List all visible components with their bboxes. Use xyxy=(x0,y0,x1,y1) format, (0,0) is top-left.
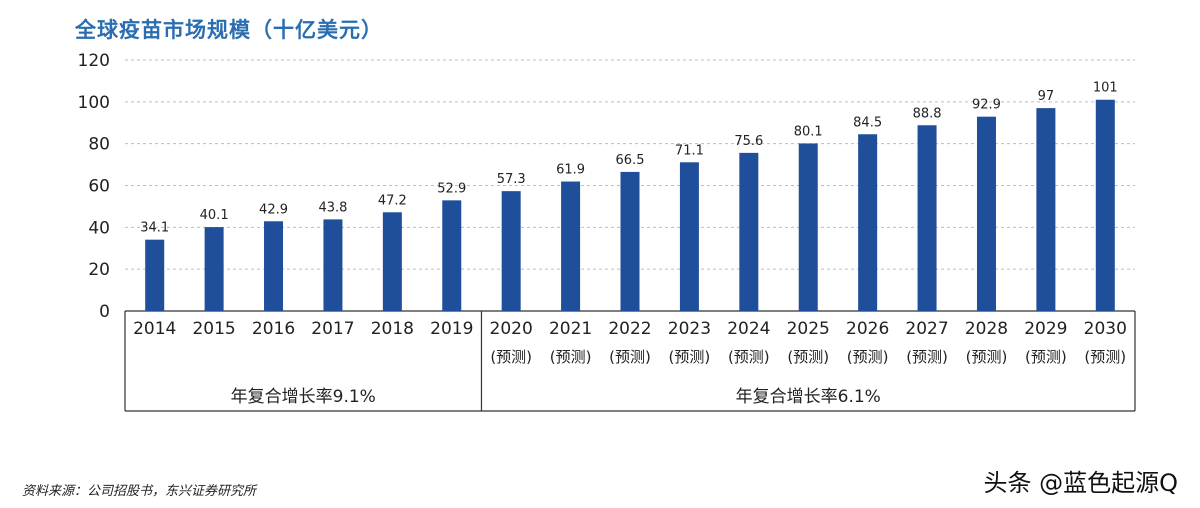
data-label: 61.9 xyxy=(556,163,585,178)
data-label: 84.5 xyxy=(853,115,882,130)
bar xyxy=(501,191,521,311)
bar xyxy=(1095,99,1115,311)
source-note: 资料来源：公司招股书，东兴证券研究所 xyxy=(22,484,257,499)
forecast-tag: (预测) xyxy=(1025,348,1067,366)
forecast-tag: (预测) xyxy=(1084,348,1126,366)
y-tick-label: 60 xyxy=(88,177,110,197)
forecast-tag: (预测) xyxy=(847,348,889,366)
bar xyxy=(561,181,581,311)
x-tick-label: 2023 xyxy=(668,319,711,339)
x-tick-label: 2020 xyxy=(490,319,533,339)
y-tick-label: 80 xyxy=(88,135,110,155)
forecast-tag: (预测) xyxy=(669,348,711,366)
x-tick-label: 2025 xyxy=(787,319,830,339)
forecast-tag: (预测) xyxy=(966,348,1008,366)
x-tick-label: 2028 xyxy=(965,319,1008,339)
forecast-tag: (预测) xyxy=(787,348,829,366)
bar xyxy=(382,212,402,311)
bar xyxy=(798,143,818,311)
data-label: 88.8 xyxy=(913,106,942,121)
forecast-tag: (预测) xyxy=(728,348,770,366)
bar xyxy=(145,239,165,311)
data-label: 57.3 xyxy=(497,172,526,187)
bar xyxy=(976,116,996,311)
bar xyxy=(442,200,462,311)
x-tick-label: 2019 xyxy=(430,319,473,339)
data-label: 92.9 xyxy=(972,98,1001,113)
bar xyxy=(679,162,699,311)
data-label: 97 xyxy=(1038,89,1055,104)
x-tick-label: 2016 xyxy=(252,319,295,339)
data-label: 71.1 xyxy=(675,143,704,158)
bar xyxy=(739,152,759,311)
x-tick-label: 2021 xyxy=(549,319,592,339)
bar xyxy=(1036,108,1056,311)
x-tick-label: 2029 xyxy=(1024,319,1067,339)
data-label: 75.6 xyxy=(734,134,763,149)
group-cagr-label: 年复合增长率6.1% xyxy=(736,387,881,407)
bar-chart: 0 20 40 60 80 100 120 34.1 2014 40.1 2015 42.9 2016 4… xyxy=(78,51,1136,412)
data-label: 40.1 xyxy=(200,208,229,223)
data-label: 34.1 xyxy=(140,221,169,236)
bar xyxy=(264,221,284,311)
x-tick-label: 2018 xyxy=(371,319,414,339)
x-tick-label: 2026 xyxy=(846,319,889,339)
bar xyxy=(204,227,224,311)
data-label: 80.1 xyxy=(794,124,823,139)
x-tick-label: 2014 xyxy=(133,319,176,339)
forecast-tag: (预测) xyxy=(550,348,592,366)
y-tick-label: 120 xyxy=(78,51,110,71)
y-tick-label: 20 xyxy=(88,260,110,280)
data-label: 101 xyxy=(1093,81,1118,96)
y-tick-label: 0 xyxy=(99,302,110,322)
group-cagr-label: 年复合增长率9.1% xyxy=(231,387,376,407)
bar xyxy=(858,134,878,311)
data-label: 42.9 xyxy=(259,202,288,217)
data-label: 66.5 xyxy=(616,153,645,168)
x-tick-label: 2017 xyxy=(311,319,354,339)
x-tick-label: 2015 xyxy=(192,319,235,339)
x-tick-label: 2027 xyxy=(905,319,948,339)
bar xyxy=(917,125,937,311)
x-tick-label: 2022 xyxy=(608,319,651,339)
y-tick-label: 100 xyxy=(78,93,110,113)
forecast-tag: (预测) xyxy=(609,348,651,366)
forecast-tag: (预测) xyxy=(490,348,532,366)
data-label: 47.2 xyxy=(378,193,407,208)
x-tick-label: 2024 xyxy=(727,319,770,339)
data-label: 52.9 xyxy=(437,181,466,196)
bar xyxy=(620,171,640,311)
forecast-tag: (预测) xyxy=(906,348,948,366)
bar xyxy=(323,219,343,311)
chart-title: 全球疫苗市场规模（十亿美元） xyxy=(75,18,383,42)
data-label: 43.8 xyxy=(318,200,347,215)
watermark: 头条 @蓝色起源Q xyxy=(983,469,1178,497)
y-tick-label: 40 xyxy=(88,218,110,238)
x-tick-label: 2030 xyxy=(1084,319,1127,339)
